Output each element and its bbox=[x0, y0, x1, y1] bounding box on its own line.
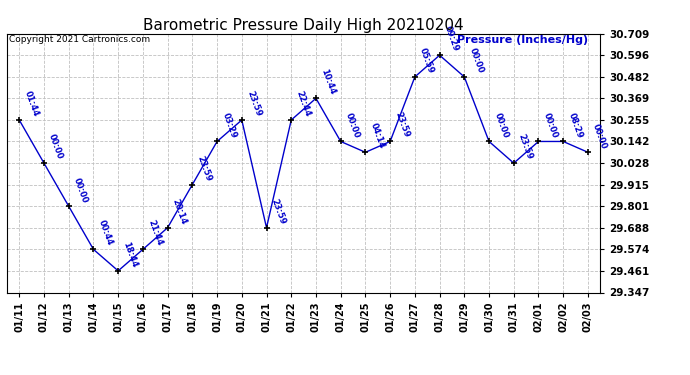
Text: 00:00: 00:00 bbox=[542, 111, 559, 139]
Text: 23:59: 23:59 bbox=[245, 90, 263, 118]
Text: 00:00: 00:00 bbox=[492, 111, 510, 139]
Text: 00:00: 00:00 bbox=[72, 176, 90, 204]
Text: 10:44: 10:44 bbox=[319, 68, 337, 96]
Text: 00:00: 00:00 bbox=[344, 111, 362, 139]
Text: 23:59: 23:59 bbox=[517, 133, 535, 161]
Text: 22:44: 22:44 bbox=[295, 89, 312, 118]
Text: Copyright 2021 Cartronics.com: Copyright 2021 Cartronics.com bbox=[10, 35, 150, 44]
Title: Barometric Pressure Daily High 20210204: Barometric Pressure Daily High 20210204 bbox=[144, 18, 464, 33]
Text: 23:59: 23:59 bbox=[195, 154, 213, 182]
Text: 09:29: 09:29 bbox=[443, 25, 460, 53]
Text: 00:44: 00:44 bbox=[97, 219, 115, 247]
Text: 03:29: 03:29 bbox=[220, 111, 238, 139]
Text: 04:14: 04:14 bbox=[368, 122, 386, 150]
Text: 00:00: 00:00 bbox=[468, 47, 485, 75]
Text: 21:44: 21:44 bbox=[146, 219, 164, 247]
Text: 00:00: 00:00 bbox=[591, 122, 609, 150]
Text: 08:29: 08:29 bbox=[566, 111, 584, 139]
Text: 23:59: 23:59 bbox=[270, 197, 287, 225]
Text: 00:00: 00:00 bbox=[47, 133, 65, 161]
Text: Pressure (Inches/Hg): Pressure (Inches/Hg) bbox=[457, 35, 588, 45]
Text: 01:44: 01:44 bbox=[23, 90, 40, 118]
Text: 05:59: 05:59 bbox=[418, 46, 435, 75]
Text: 20:14: 20:14 bbox=[171, 197, 188, 225]
Text: 18:44: 18:44 bbox=[121, 240, 139, 268]
Text: 23:59: 23:59 bbox=[393, 111, 411, 139]
